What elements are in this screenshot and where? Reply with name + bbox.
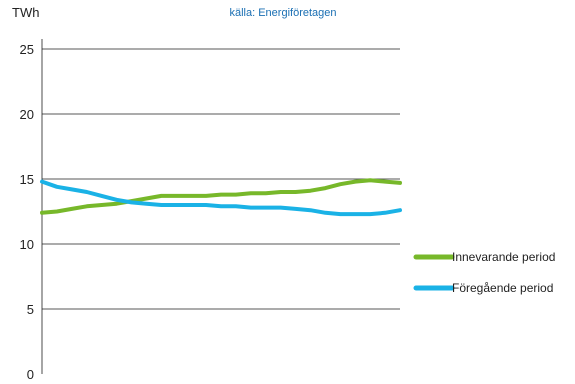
y-tick-label: 20 bbox=[20, 107, 34, 122]
y-tick-labels: 0 5 10 15 20 25 bbox=[20, 42, 34, 382]
source-note: källa: Energiföretagen bbox=[229, 7, 336, 19]
y-tick-label: 5 bbox=[27, 302, 34, 317]
legend-label-2: Föregående period bbox=[452, 281, 553, 295]
y-tick-label: 15 bbox=[20, 172, 34, 187]
y-axis-title: TWh bbox=[12, 5, 39, 20]
y-tick-label: 10 bbox=[20, 237, 34, 252]
y-tick-label: 25 bbox=[20, 42, 34, 57]
y-tick-label: 0 bbox=[27, 367, 34, 382]
series-line-2 bbox=[40, 179, 402, 217]
gridlines bbox=[42, 48, 400, 310]
series-lines bbox=[40, 178, 402, 217]
series-line-1 bbox=[40, 178, 402, 215]
legend: Innevarande period Föregående period bbox=[413, 250, 555, 295]
legend-label-1: Innevarande period bbox=[452, 250, 555, 264]
